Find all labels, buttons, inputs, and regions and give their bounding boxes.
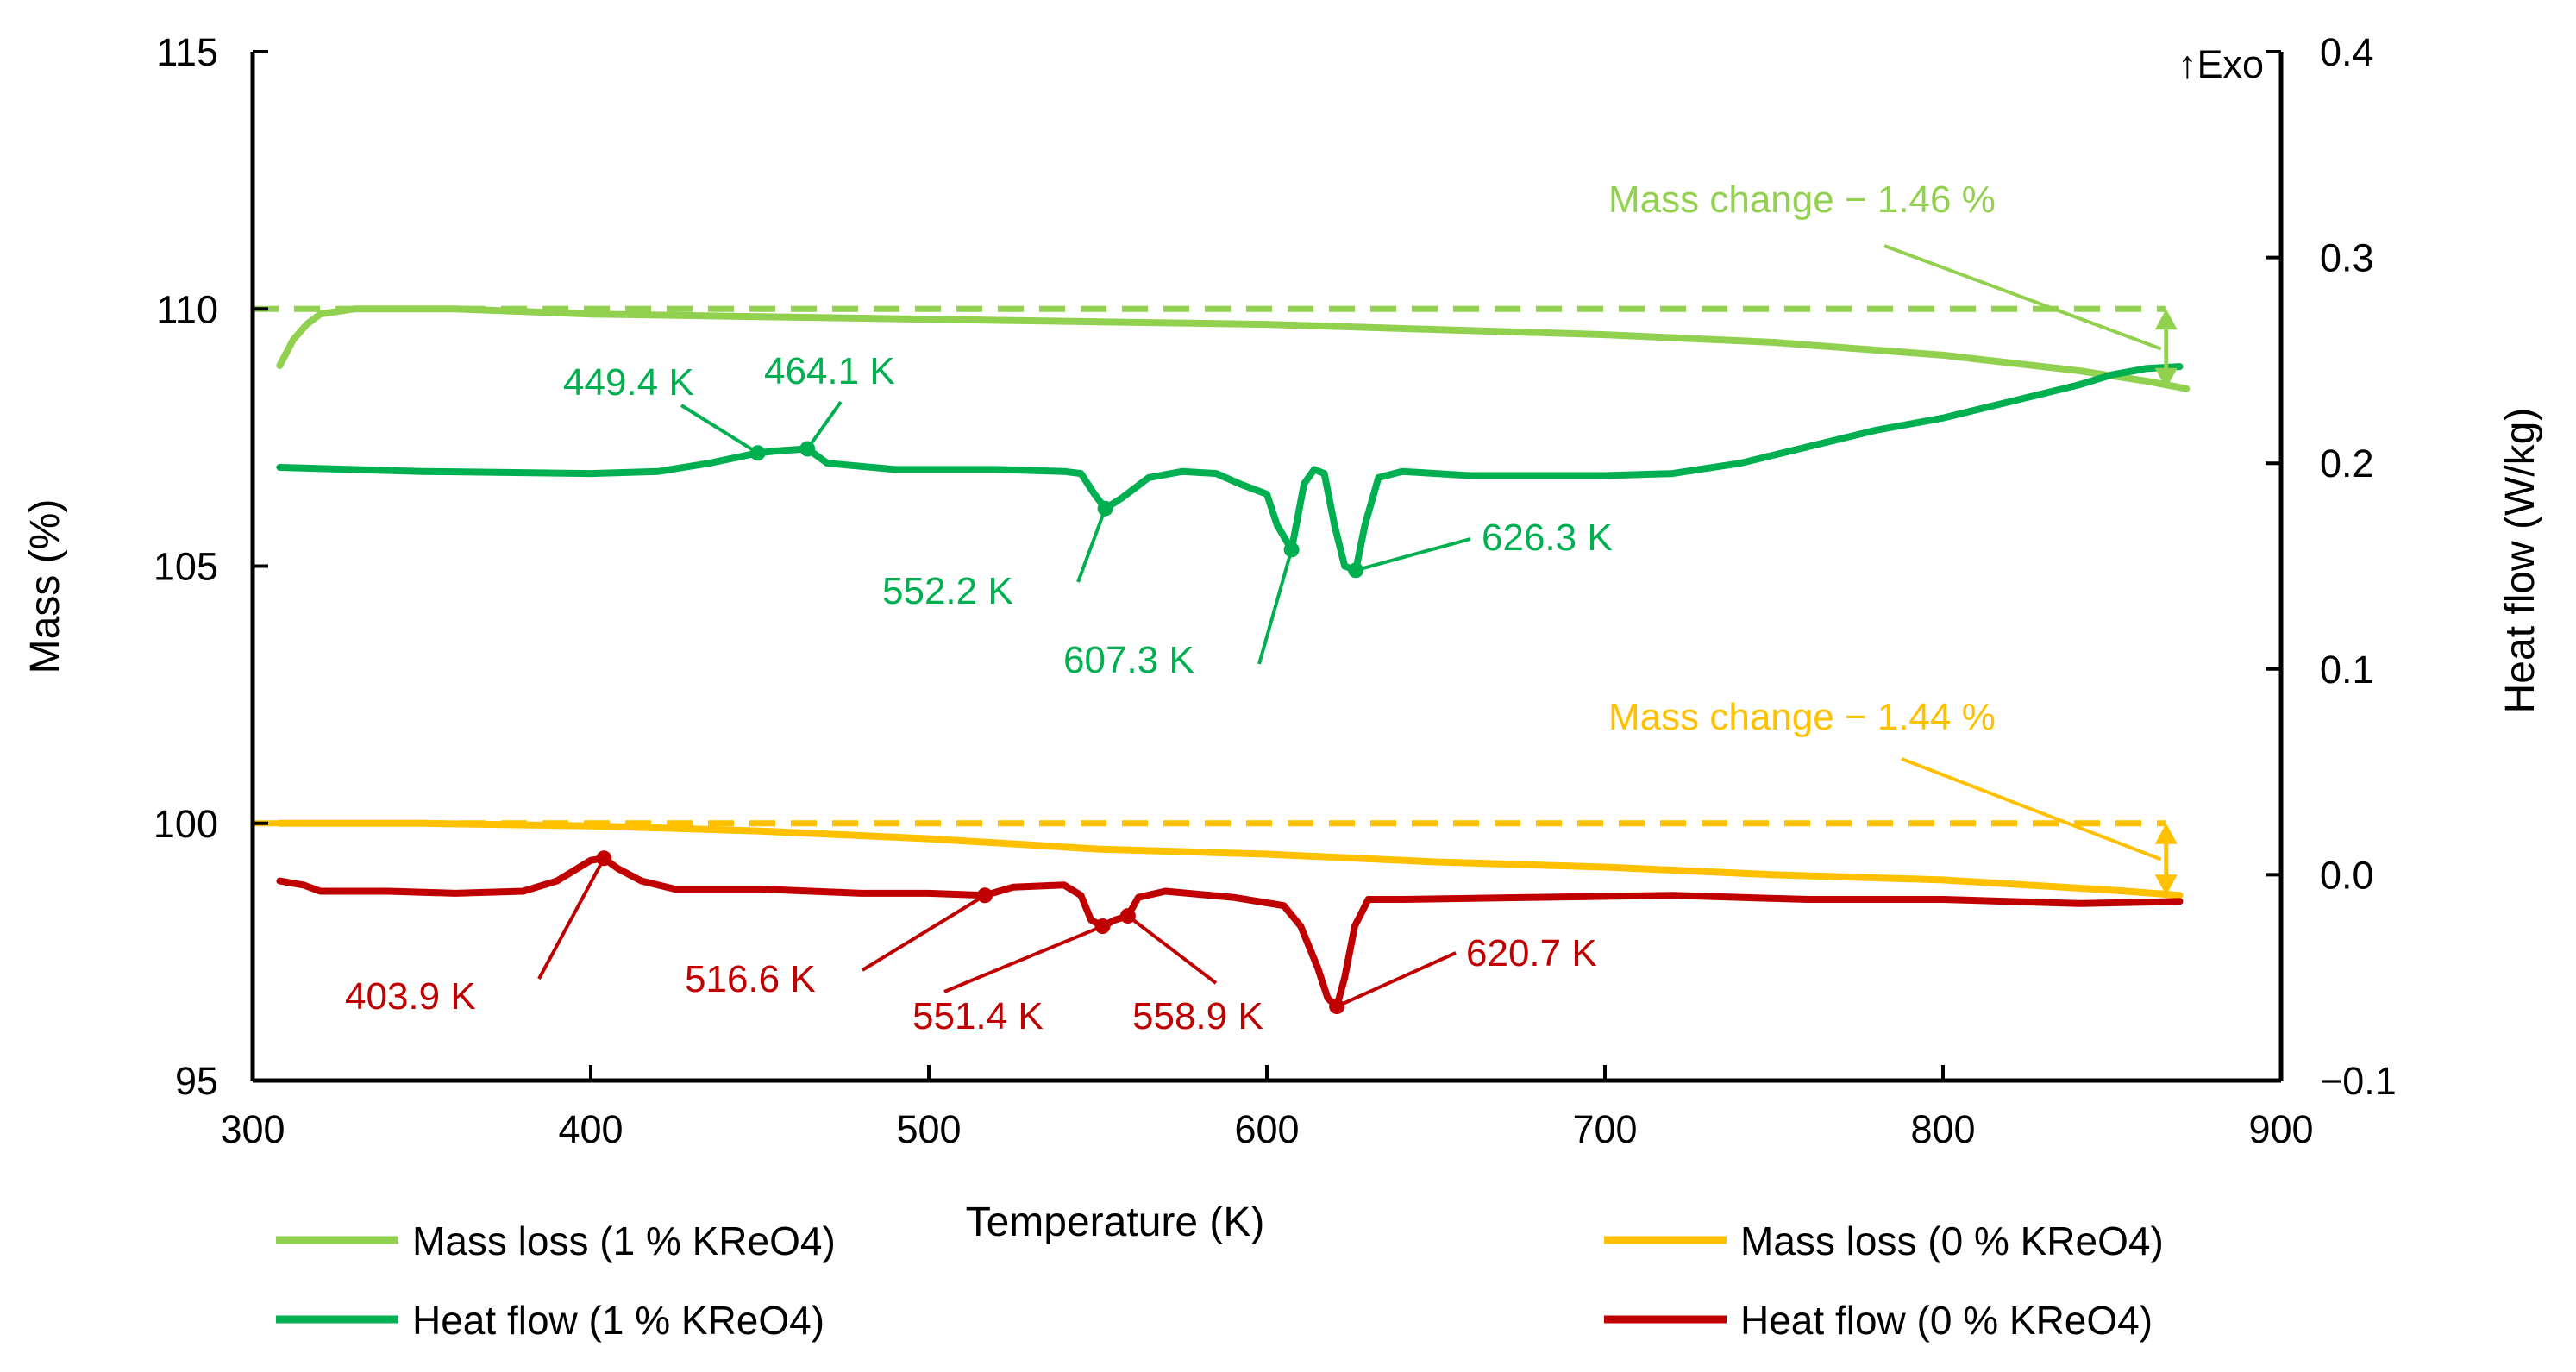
legend-label-heat-1: Heat flow (1 % KReO4): [412, 1298, 824, 1343]
leader-line-9: [943, 924, 1104, 993]
legend: Mass loss (1 % KReO4) Heat flow (1 % KRe…: [276, 1219, 2164, 1343]
mass-change-arrowhead-top-0: [2154, 309, 2178, 330]
annotation-403-9: 403.9 K: [345, 975, 476, 1018]
y-right-tick-label-0: −0.1: [2320, 1059, 2397, 1103]
y-left-tick-label-2: 105: [154, 545, 218, 589]
y-left-axis-title: Mass (%): [22, 499, 68, 674]
leader-line-2: [680, 404, 759, 454]
annotation-516-6: 516.6 K: [685, 958, 816, 1000]
annotation-607-3: 607.3 K: [1063, 639, 1194, 681]
annotation-464-1: 464.1 K: [764, 350, 895, 392]
annotation-mass-change-0: Mass change − 1.44 %: [1608, 696, 1996, 738]
legend-label-mass-0: Mass loss (0 % KReO4): [1740, 1219, 2164, 1263]
mass-change-leader-0: [1883, 244, 2162, 351]
y-right-tick-label-5: 0.4: [2320, 30, 2374, 74]
annotation-626-3: 626.3 K: [1482, 517, 1613, 559]
y-right-tick-label-3: 0.2: [2320, 442, 2374, 486]
x-tick-label-0: 300: [220, 1107, 285, 1151]
annotation-620-7: 620.7 K: [1466, 932, 1597, 974]
leader-line-6: [1355, 537, 1471, 573]
annotation-558-9: 558.9 K: [1132, 995, 1263, 1037]
x-tick-label-1: 400: [558, 1107, 623, 1151]
series-line-2: [276, 819, 2184, 899]
leader-line-10: [1126, 914, 1218, 985]
legend-label-heat-0: Heat flow (0 % KReO4): [1740, 1298, 2153, 1343]
exo-label: ↑Exo: [2178, 42, 2264, 86]
annotation-449-4: 449.4 K: [563, 361, 694, 404]
reference-lines: [253, 305, 2166, 827]
series-line-0: [276, 305, 2191, 392]
annotation-leaders: [537, 244, 2178, 1008]
y-left-tick-label-0: 95: [175, 1059, 218, 1103]
x-tick-label-4: 700: [1572, 1107, 1637, 1151]
leader-line-8: [861, 893, 987, 972]
mass-change-arrowhead-bottom-0: [2154, 367, 2178, 389]
annotation-551-4: 551.4 K: [912, 995, 1044, 1037]
y-right-tick-label-4: 0.3: [2320, 236, 2374, 280]
leader-line-4: [1076, 507, 1107, 583]
y-right-axis-title: Heat flow (W/kg): [2498, 408, 2543, 714]
x-tick-label-2: 500: [896, 1107, 961, 1151]
leader-line-11: [1336, 951, 1457, 1008]
leader-line-7: [537, 857, 606, 980]
markers-layer: [596, 441, 1364, 1015]
x-tick-label-3: 600: [1234, 1107, 1299, 1151]
x-tick-label-5: 800: [1910, 1107, 1975, 1151]
leader-line-5: [1257, 548, 1294, 665]
mass-change-arrowhead-bottom-1: [2154, 874, 2178, 896]
x-axis-title: Temperature (K): [966, 1200, 1265, 1245]
y-left-tick-label-1: 100: [154, 802, 218, 846]
series-layer: [276, 305, 2191, 1011]
annotation-552-2: 552.2 K: [882, 570, 1013, 612]
mass-change-arrowhead-top-1: [2154, 823, 2178, 844]
legend-label-mass-1: Mass loss (1 % KReO4): [412, 1219, 836, 1263]
y-right-tick-label-2: 0.1: [2320, 648, 2374, 692]
mass-change-leader-1: [1901, 757, 2162, 861]
y-right-tick-label-1: 0.0: [2320, 853, 2374, 897]
y-left-tick-label-4: 115: [156, 30, 218, 74]
annotation-mass-change-1: Mass change − 1.46 %: [1608, 179, 1996, 221]
y-left-tick-label-3: 110: [156, 287, 218, 331]
leader-line-3: [805, 400, 843, 450]
axes: 300 400 500 600 700 800 900 95 100 105 110 115 −0.1 0…: [154, 30, 2397, 1151]
x-tick-label-6: 900: [2248, 1107, 2313, 1151]
